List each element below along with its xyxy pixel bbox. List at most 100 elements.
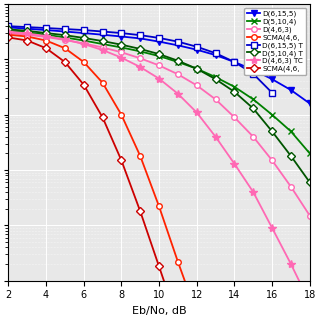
D(6,15,5) <box>44 28 48 32</box>
D(5,10,4) <box>270 113 274 117</box>
SCMA(4,6, <box>138 154 142 158</box>
D(4,6,3) TC <box>157 77 161 81</box>
D(5,10,4) <box>138 50 142 53</box>
D(6,15,5) T <box>270 91 274 95</box>
D(4,6,3) <box>251 135 255 139</box>
D(4,6,3) <box>157 63 161 67</box>
D(6,15,5) <box>25 27 29 31</box>
SCMA(4,6, <box>100 81 104 84</box>
D(6,15,5) <box>157 40 161 44</box>
D(4,6,3) <box>308 214 312 218</box>
Line: D(5,10,4) T: D(5,10,4) T <box>5 27 313 185</box>
D(6,15,5) T <box>25 25 29 29</box>
D(6,15,5) <box>270 77 274 81</box>
D(4,6,3) TC <box>25 32 29 36</box>
D(6,15,5) T <box>157 36 161 40</box>
SCMA(4,6, <box>25 39 29 43</box>
D(4,6,3) TC <box>100 48 104 52</box>
D(5,10,4) <box>100 42 104 46</box>
D(6,15,5) <box>119 35 123 38</box>
D(5,10,4) T <box>63 33 67 37</box>
D(5,10,4) T <box>100 39 104 43</box>
D(4,6,3) <box>270 158 274 162</box>
Line: D(6,15,5): D(6,15,5) <box>5 24 313 107</box>
D(5,10,4) T <box>6 28 10 31</box>
D(6,15,5) T <box>119 31 123 35</box>
SCMA(4,6, <box>100 115 104 119</box>
D(5,10,4) T <box>44 31 48 35</box>
D(4,6,3) TC <box>214 135 218 139</box>
D(4,6,3) <box>195 84 199 87</box>
SCMA(4,6, <box>157 265 161 268</box>
D(4,6,3) TC <box>44 34 48 38</box>
D(4,6,3) TC <box>6 30 10 34</box>
D(6,15,5) T <box>6 24 10 28</box>
D(4,6,3) TC <box>119 56 123 60</box>
D(5,10,4) <box>308 151 312 155</box>
D(6,15,5) <box>100 33 104 37</box>
D(4,6,3) TC <box>289 262 293 266</box>
Line: D(4,6,3) TC: D(4,6,3) TC <box>4 27 314 307</box>
SCMA(4,6, <box>138 209 142 213</box>
D(6,15,5) <box>214 53 218 57</box>
D(6,15,5) T <box>176 40 180 44</box>
D(6,15,5) T <box>44 26 48 30</box>
SCMA(4,6, <box>176 260 180 264</box>
SCMA(4,6, <box>44 39 48 43</box>
D(5,10,4) <box>82 39 85 43</box>
D(4,6,3) <box>100 45 104 49</box>
D(5,10,4) <box>176 60 180 64</box>
D(4,6,3) <box>138 56 142 60</box>
D(5,10,4) T <box>82 36 85 40</box>
D(6,15,5) T <box>82 28 85 32</box>
D(6,15,5) T <box>232 60 236 64</box>
X-axis label: Eb/No, dB: Eb/No, dB <box>132 306 186 316</box>
D(4,6,3) <box>289 185 293 188</box>
D(5,10,4) T <box>119 43 123 47</box>
D(5,10,4) <box>251 97 255 101</box>
D(5,10,4) <box>289 130 293 133</box>
D(5,10,4) T <box>176 59 180 63</box>
D(6,15,5) <box>6 26 10 29</box>
D(4,6,3) TC <box>138 65 142 69</box>
D(4,6,3) TC <box>63 37 67 41</box>
D(5,10,4) T <box>270 130 274 133</box>
Line: D(4,6,3): D(4,6,3) <box>5 30 313 218</box>
D(5,10,4) <box>25 30 29 34</box>
D(4,6,3) TC <box>232 162 236 166</box>
D(4,6,3) <box>25 33 29 37</box>
D(6,15,5) <box>232 60 236 64</box>
D(4,6,3) TC <box>195 110 199 114</box>
D(4,6,3) <box>176 72 180 76</box>
D(6,15,5) <box>82 31 85 35</box>
SCMA(4,6, <box>195 312 199 316</box>
SCMA(4,6, <box>44 46 48 50</box>
D(6,15,5) <box>195 48 199 52</box>
D(4,6,3) TC <box>176 92 180 96</box>
D(5,10,4) T <box>195 67 199 71</box>
D(4,6,3) TC <box>308 300 312 304</box>
D(5,10,4) <box>232 85 236 89</box>
D(5,10,4) T <box>308 180 312 184</box>
D(4,6,3) TC <box>82 42 85 46</box>
D(6,15,5) T <box>100 30 104 34</box>
Line: D(6,15,5) T: D(6,15,5) T <box>5 23 275 95</box>
D(5,10,4) T <box>214 77 218 81</box>
SCMA(4,6, <box>6 33 10 37</box>
SCMA(4,6, <box>6 36 10 39</box>
D(5,10,4) T <box>232 90 236 94</box>
D(6,15,5) <box>138 36 142 40</box>
D(6,15,5) <box>289 88 293 92</box>
D(4,6,3) <box>119 50 123 54</box>
D(4,6,3) TC <box>251 190 255 194</box>
Line: SCMA(4,6,: SCMA(4,6, <box>5 35 180 320</box>
D(6,15,5) T <box>195 45 199 49</box>
D(5,10,4) <box>214 75 218 79</box>
D(4,6,3) TC <box>270 226 274 230</box>
D(6,15,5) T <box>214 51 218 55</box>
SCMA(4,6, <box>25 35 29 38</box>
SCMA(4,6, <box>63 60 67 64</box>
D(5,10,4) T <box>289 154 293 158</box>
SCMA(4,6, <box>119 158 123 162</box>
D(6,15,5) T <box>251 72 255 76</box>
